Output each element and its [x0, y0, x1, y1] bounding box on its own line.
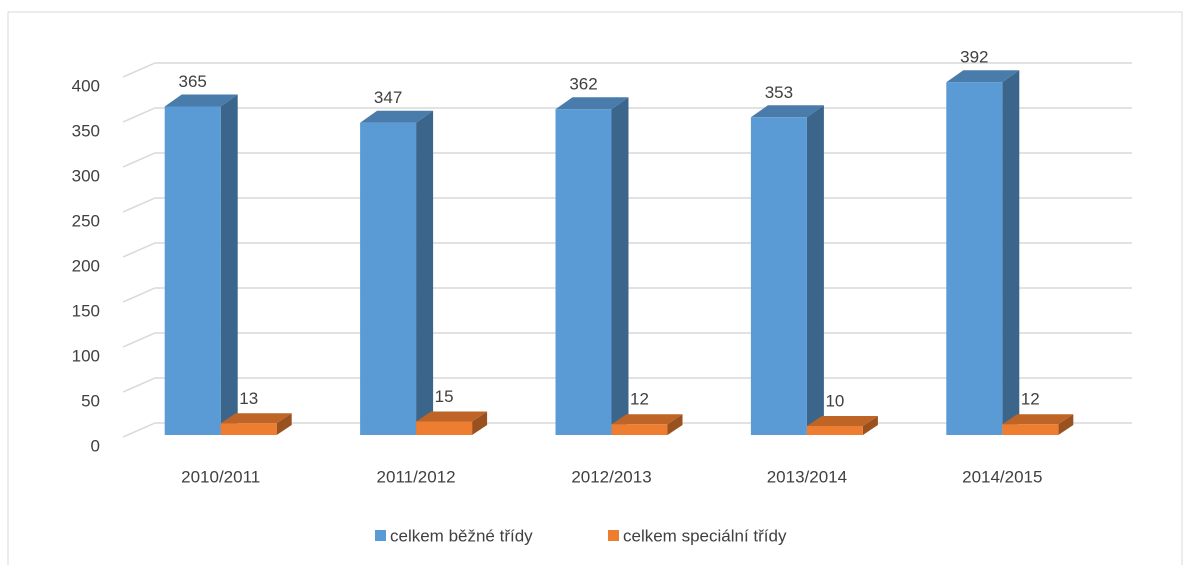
- y-tick-label: 200: [72, 256, 100, 275]
- legend-label: celkem speciální třídy: [623, 526, 787, 545]
- bar-top: [220, 413, 292, 424]
- bar: [946, 82, 1003, 435]
- bar-side: [611, 97, 629, 435]
- x-tick-label: 2011/2012: [377, 467, 456, 486]
- bar-side: [1002, 70, 1020, 435]
- y-tick-label: 150: [72, 301, 100, 320]
- grid-line: [122, 62, 1132, 78]
- bar-side: [1058, 414, 1074, 435]
- value-label: 15: [435, 387, 454, 406]
- bar: [164, 106, 221, 435]
- bar: [1002, 424, 1059, 435]
- bar-top: [416, 411, 488, 422]
- bar-side: [667, 414, 683, 435]
- bar: [555, 109, 612, 435]
- x-tick-label: 2014/2015: [962, 467, 1042, 486]
- y-tick-label: 350: [72, 121, 100, 140]
- bar: [611, 424, 668, 435]
- bar-side: [862, 416, 878, 435]
- y-tick-label: 300: [72, 166, 100, 185]
- bar-top: [750, 105, 824, 118]
- bar-top: [360, 110, 434, 123]
- bar-side: [220, 94, 238, 435]
- bar: [220, 423, 277, 435]
- x-tick-label: 2012/2013: [571, 467, 651, 486]
- y-tick-label: 50: [81, 391, 100, 410]
- bar: [360, 122, 417, 435]
- bar-side: [806, 105, 824, 436]
- legend-label: celkem běžné třídy: [390, 526, 533, 545]
- y-tick-label: 400: [72, 76, 100, 95]
- bar-side: [416, 110, 434, 435]
- value-label: 353: [765, 83, 793, 102]
- bar-side: [276, 413, 292, 435]
- legend-swatch: [375, 530, 386, 541]
- value-label: 392: [960, 48, 988, 67]
- y-tick-label: 250: [72, 211, 100, 230]
- y-tick-label: 0: [91, 436, 100, 455]
- bar: [416, 421, 473, 435]
- bar-top: [1002, 414, 1074, 425]
- bar-top: [611, 414, 683, 425]
- value-label: 12: [630, 390, 649, 409]
- bar-top: [555, 97, 629, 110]
- bar-side: [472, 411, 488, 435]
- legend-swatch: [608, 530, 619, 541]
- x-tick-label: 2010/2011: [181, 467, 260, 486]
- bar: [750, 117, 807, 436]
- value-label: 13: [239, 389, 258, 408]
- bar: [806, 426, 863, 435]
- value-label: 365: [179, 72, 207, 91]
- bar-top: [806, 416, 878, 426]
- y-tick-label: 100: [72, 346, 100, 365]
- bar-top: [164, 94, 238, 107]
- value-label: 10: [825, 391, 844, 410]
- bar-top: [946, 70, 1020, 83]
- value-label: 12: [1021, 390, 1040, 409]
- x-tick-label: 2013/2014: [767, 467, 847, 486]
- value-label: 347: [374, 88, 402, 107]
- value-label: 362: [569, 75, 597, 94]
